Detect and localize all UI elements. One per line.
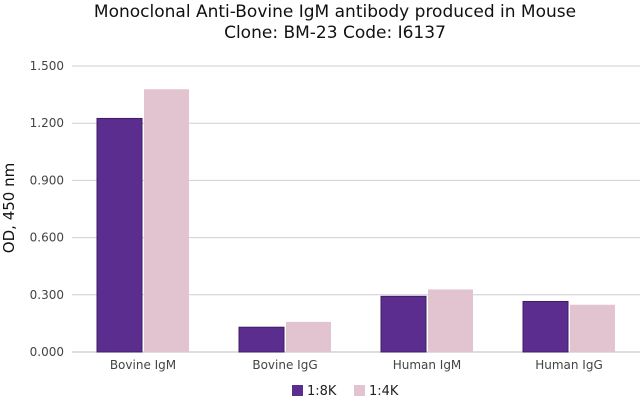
bar-14K-3 (570, 304, 615, 352)
y-tick-label: 1.200 (30, 116, 64, 130)
x-category-label: Bovine IgM (110, 358, 176, 372)
bar-14K-0 (144, 89, 189, 353)
legend-label: 1:4K (369, 384, 399, 399)
legend: 1:8K 1:4K (292, 384, 399, 399)
y-tick-labels: 0.000 0.300 0.600 0.900 1.200 1.500 (30, 59, 64, 359)
y-tick-label: 1.500 (30, 59, 64, 73)
x-category-label: Human IgM (393, 358, 462, 372)
chart-title-line-1: Monoclonal Anti-Bovine IgM antibody prod… (94, 2, 576, 22)
x-category-label: Bovine IgG (252, 358, 317, 372)
y-tick-label: 0.300 (30, 288, 64, 302)
bar-18K-1 (238, 326, 285, 353)
bar-18K-3 (522, 300, 569, 353)
x-category-label: Human IgG (535, 358, 603, 372)
bar-14K-2 (428, 289, 473, 352)
y-tick-label: 0.600 (30, 231, 64, 245)
chart-title-line-2: Clone: BM-23 Code: I6137 (224, 23, 446, 43)
y-tick-label: 0.900 (30, 173, 64, 187)
y-axis-title: OD, 450 nm (0, 163, 18, 253)
bar-14K-1 (286, 321, 331, 352)
category-labels: Bovine IgM Bovine IgG Human IgM Human IgG (110, 358, 603, 372)
legend-swatch (354, 385, 365, 396)
legend-swatch (292, 385, 303, 396)
bar-18K-0 (96, 117, 143, 353)
legend-label: 1:8K (307, 384, 337, 399)
bar-18K-2 (380, 295, 427, 353)
y-tick-label: 0.000 (30, 345, 64, 359)
bars (96, 89, 615, 353)
